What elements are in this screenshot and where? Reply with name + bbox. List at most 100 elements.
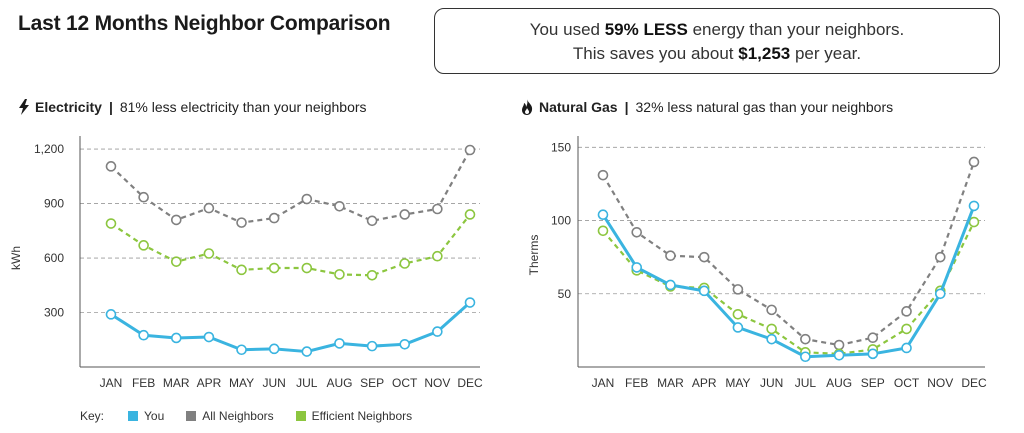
electricity-x-tick-label: APR [197, 376, 222, 390]
legend-label-efficient-neighbors: Efficient Neighbors [311, 409, 413, 423]
gas-point-you [766, 333, 777, 345]
electricity-x-tick-label: FEB [132, 376, 155, 390]
chart-legend: Key: You All Neighbors Efficient Neighbo… [80, 409, 434, 423]
gas-series-line-efficient-neighbors [602, 221, 975, 355]
electricity-x-tick-label: DEC [457, 376, 483, 390]
gas-series-line-you [601, 205, 976, 359]
electricity-title: Electricity [35, 99, 102, 115]
summary-line-1-pre: You used [529, 20, 605, 39]
electricity-point-all-neighbors [203, 202, 215, 214]
electricity-point-you [203, 331, 215, 343]
gas-point-efficient-neighbors [766, 323, 777, 335]
gas-point-you [665, 279, 676, 291]
gas-point-you [968, 200, 980, 212]
lightning-icon [19, 99, 29, 115]
gas-x-tick-label: MAR [657, 376, 684, 390]
page-title: Last 12 Months Neighbor Comparison [18, 12, 391, 35]
gas-point-you [867, 348, 879, 360]
summary-percent-less: 59% LESS [604, 20, 688, 39]
gas-description: 32% less natural gas than your neighbors [635, 99, 894, 115]
electricity-point-efficient-neighbors [399, 258, 411, 269]
electricity-point-all-neighbors [268, 212, 280, 224]
electricity-y-axis-label: kWh [9, 246, 23, 270]
legend-label-all-neighbors: All Neighbors [202, 409, 274, 423]
gas-point-all-neighbors [968, 156, 980, 168]
electricity-point-efficient-neighbors [334, 269, 345, 280]
electricity-point-all-neighbors [236, 217, 247, 228]
flame-icon [522, 99, 533, 115]
gas-point-efficient-neighbors [968, 216, 980, 228]
electricity-series-line-all-neighbors [110, 149, 471, 224]
electricity-description: 81% less electricity than your neighbors [119, 99, 367, 115]
gas-point-efficient-neighbors [597, 225, 609, 237]
gas-x-tick-label: FEB [625, 376, 648, 390]
gas-point-all-neighbors [631, 226, 643, 238]
gas-point-you [833, 349, 845, 361]
electricity-point-you [105, 309, 117, 320]
electricity-point-you [334, 338, 345, 349]
gas-y-tick-label: 100 [551, 214, 571, 228]
gas-x-tick-label: AUG [826, 376, 852, 390]
electricity-point-you [138, 329, 149, 341]
gas-point-efficient-neighbors [901, 323, 912, 335]
summary-savings-amount: $1,253 [738, 44, 791, 63]
electricity-x-tick-label: JAN [100, 376, 123, 390]
electricity-x-tick-label: JUN [263, 376, 286, 390]
electricity-point-efficient-neighbors [464, 209, 476, 220]
electricity-point-efficient-neighbors [432, 250, 443, 262]
summary-line-1: You used 59% LESS energy than your neigh… [435, 18, 999, 42]
gas-y-tick-label: 150 [551, 140, 571, 154]
electricity-point-efficient-neighbors [170, 256, 182, 267]
gas-y-tick-label: 50 [558, 287, 572, 301]
gas-point-all-neighbors [934, 251, 946, 263]
electricity-header: Electricity | 81% less electricity than … [18, 99, 367, 115]
electricity-series-line-you [110, 301, 471, 354]
summary-line-2-pre: This saves you about [572, 44, 739, 63]
electricity-point-you [170, 332, 182, 344]
electricity-point-you [432, 326, 443, 337]
electricity-point-efficient-neighbors [138, 240, 149, 251]
gas-point-all-neighbors [597, 169, 609, 181]
legend-item-you: You [128, 409, 164, 423]
gas-y-axis-label: Therms [527, 235, 541, 276]
electricity-x-tick-label: NOV [424, 376, 450, 390]
gas-point-you [901, 342, 912, 354]
gas-point-all-neighbors [665, 250, 676, 261]
gas-x-tick-label: JUN [760, 376, 783, 390]
gas-point-you [631, 262, 643, 273]
electricity-point-you [301, 346, 313, 357]
gas-x-tick-label: JAN [592, 376, 615, 390]
gas-point-all-neighbors [867, 332, 879, 344]
gas-x-tick-label: OCT [894, 376, 920, 390]
gas-x-tick-label: APR [692, 376, 717, 390]
electricity-point-all-neighbors [334, 200, 345, 212]
summary-line-1-post: energy than your neighbors. [687, 20, 905, 39]
gas-header: Natural Gas | 32% less natural gas than … [520, 99, 893, 115]
legend-swatch-you [128, 411, 139, 421]
electricity-point-all-neighbors [138, 191, 149, 203]
electricity-point-all-neighbors [432, 203, 443, 215]
legend-item-efficient-neighbors: Efficient Neighbors [295, 409, 413, 423]
summary-line-2-post: per year. [790, 44, 862, 63]
electricity-x-tick-label: SEP [360, 376, 384, 390]
electricity-point-efficient-neighbors [366, 269, 378, 281]
electricity-point-you [366, 340, 378, 352]
electricity-point-all-neighbors [170, 214, 182, 226]
summary-line-2: This saves you about $1,253 per year. [435, 42, 999, 66]
electricity-point-efficient-neighbors [268, 262, 280, 274]
electricity-point-all-neighbors [105, 161, 117, 172]
gas-point-you [934, 288, 946, 300]
gas-point-all-neighbors [833, 339, 845, 351]
electricity-point-all-neighbors [301, 193, 313, 205]
electricity-point-efficient-neighbors [203, 248, 215, 259]
electricity-x-tick-label: OCT [392, 376, 418, 390]
electricity-x-tick-label: JUL [296, 376, 318, 390]
electricity-point-you [399, 338, 411, 350]
electricity-point-you [236, 344, 247, 356]
legend-item-all-neighbors: All Neighbors [186, 409, 274, 423]
gas-x-tick-label: NOV [927, 376, 953, 390]
electricity-series-line-efficient-neighbors [110, 213, 471, 277]
gas-x-tick-label: DEC [961, 376, 987, 390]
electricity-point-all-neighbors [464, 144, 476, 156]
